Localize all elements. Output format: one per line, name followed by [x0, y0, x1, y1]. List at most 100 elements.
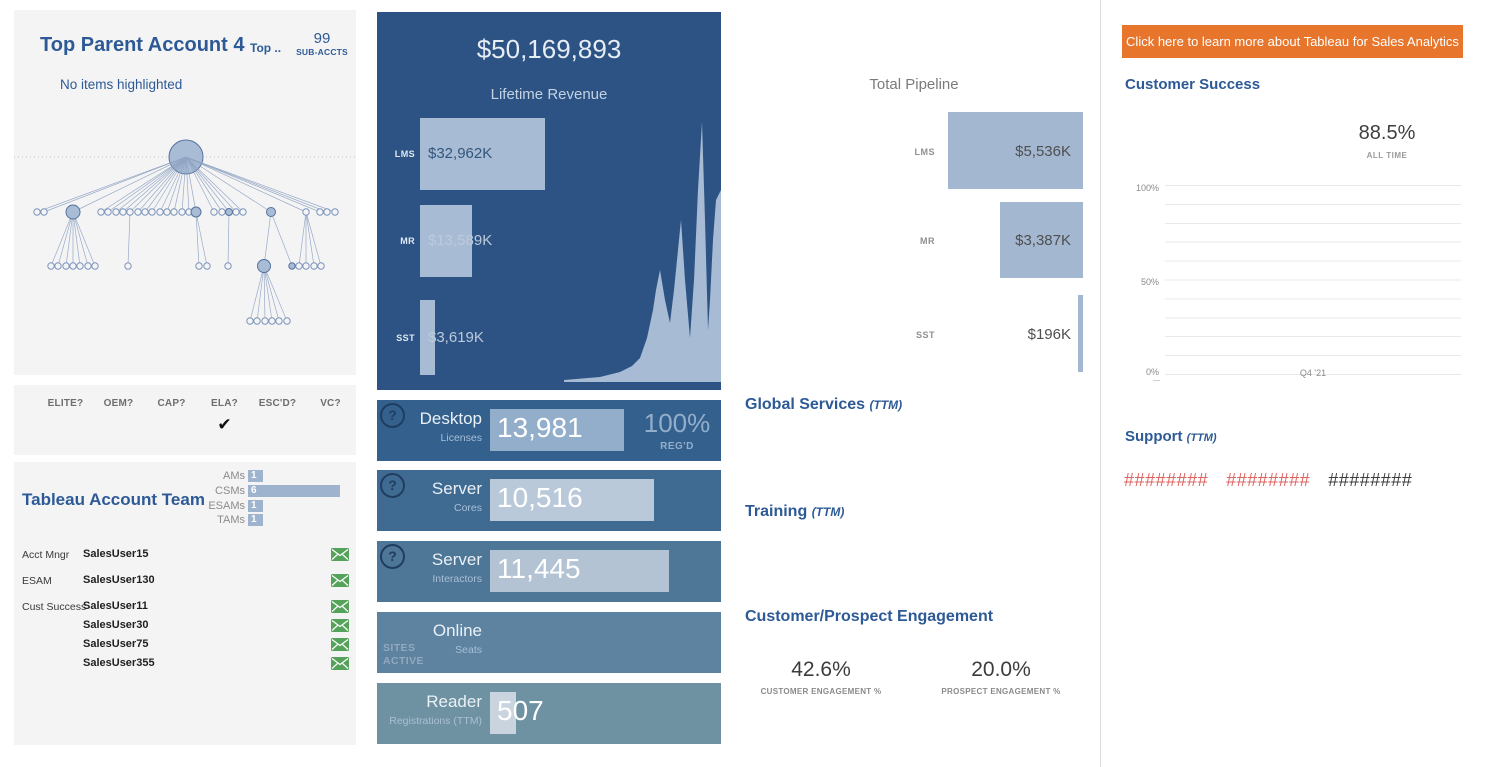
member-name: SalesUser355	[83, 657, 155, 669]
engagement-heading: Customer/Prospect Engagement	[745, 608, 994, 625]
role-count-label: TAMs	[217, 514, 245, 526]
sub-accounts-count: 99	[313, 30, 331, 47]
parent-sub-account-nodes[interactable]	[65, 204, 296, 273]
kpi-tile-online-seats[interactable]: Online Seats SITES ACTIVE	[377, 612, 721, 673]
pipeline-bar-label: SST	[915, 330, 935, 340]
email-icon[interactable]	[331, 657, 349, 670]
team-member-row: Cust Success SalesUser11	[14, 598, 356, 618]
member-name: SalesUser15	[83, 548, 149, 560]
kpi-value-bar[interactable]: 507	[490, 692, 544, 734]
kpi-tile-reader-registrations[interactable]: Reader Registrations (TTM) 507	[377, 683, 721, 744]
role-count-label: AMs	[223, 470, 245, 482]
customer-engagement-label: CUSTOMER ENGAGEMENT %	[760, 687, 882, 696]
revenue-bar-lms[interactable]	[420, 118, 545, 190]
support-overflow-value: ########	[1328, 470, 1413, 490]
kpi-tile-desktop-licenses[interactable]: ? Desktop Licenses 13,981 100% REG'D	[377, 400, 721, 461]
kpi-name: Server	[431, 479, 482, 498]
member-name: SalesUser30	[83, 619, 149, 631]
revenue-bar-label: MR	[400, 236, 415, 246]
help-icon[interactable]: ?	[380, 473, 405, 498]
pipeline-bar-row-mr: MR $3,387K	[745, 202, 1083, 278]
pipeline-bar-label: MR	[920, 236, 935, 246]
revenue-bar-label: SST	[396, 333, 415, 343]
role-count-row: AMs 1	[14, 470, 340, 483]
revenue-bar-row-sst: SST $3,619K	[377, 300, 721, 375]
customer-success-column: Click here to learn more about Tableau f…	[1122, 0, 1463, 767]
kpi-name: Reader	[426, 692, 482, 711]
help-icon[interactable]: ?	[380, 544, 405, 569]
kpi-sub-label: Interactors	[432, 573, 482, 585]
global-services-heading: Global Services (TTM)	[745, 396, 903, 413]
role-count-label: ESAMs	[208, 500, 245, 512]
member-role: Acct Mngr	[22, 549, 70, 561]
role-count-bar[interactable]: 1	[248, 500, 263, 512]
pipeline-bar-sst[interactable]	[1078, 295, 1083, 372]
customer-success-kpi: 88.5% ALL TIME	[1287, 122, 1487, 160]
kpi-value-bar[interactable]: 13,981	[490, 409, 624, 451]
network-edges	[36, 156, 336, 322]
customer-engagement-value: 42.6%	[791, 658, 851, 681]
role-count-label: CSMs	[215, 485, 245, 497]
kpi-value-bar[interactable]: 11,445	[490, 550, 669, 592]
role-count-bar[interactable]: 1	[248, 514, 263, 526]
sales-analytics-banner-link[interactable]: Click here to learn more about Tableau f…	[1122, 25, 1463, 58]
email-icon[interactable]	[331, 600, 349, 613]
pipeline-bar-value: $3,387K	[1015, 232, 1071, 249]
kpi-sub-label: Registrations (TTM)	[389, 715, 482, 727]
revenue-trend-area-chart[interactable]	[557, 110, 721, 382]
prospect-engagement-value: 20.0%	[971, 658, 1031, 681]
pipeline-column: Total Pipeline LMS $5,536K MR $3,387K SS…	[745, 0, 1101, 767]
kpi-registered-label: REG'D	[660, 441, 694, 452]
kpi-value: 13,981	[497, 412, 583, 443]
highlight-status: No items highlighted	[60, 77, 183, 92]
support-overflow-value: ########	[1226, 470, 1311, 490]
sub-accounts-label: SUB-ACCTS	[296, 47, 348, 57]
help-icon[interactable]: ?	[380, 403, 405, 428]
customer-success-line-chart[interactable]	[1165, 185, 1461, 375]
role-count-row: ESAMs 1	[14, 500, 340, 513]
flag-label-ela: ELA?	[211, 398, 238, 409]
pipeline-bar-mr[interactable]	[1000, 202, 1083, 278]
pipeline-bar-value: $196K	[1027, 326, 1071, 343]
account-network-diagram[interactable]	[14, 130, 356, 375]
pipeline-bar-label: LMS	[914, 147, 935, 157]
revenue-bar-label: LMS	[394, 149, 415, 159]
kpi-value: 507	[497, 695, 544, 726]
kpi-name: Online	[432, 621, 482, 640]
flag-label-oem: OEM?	[103, 398, 134, 409]
pipeline-bar-row-sst: SST $196K	[745, 295, 1083, 372]
axis-tick-mark	[1153, 380, 1160, 381]
kpi-tile-server-cores[interactable]: ? Server Cores 10,516	[377, 470, 721, 531]
training-heading: Training (TTM)	[745, 503, 845, 520]
kpi-value-bar[interactable]: 10,516	[490, 479, 654, 521]
email-icon[interactable]	[331, 574, 349, 587]
email-icon[interactable]	[331, 619, 349, 632]
role-count-bar[interactable]: 1	[248, 470, 263, 482]
x-axis-tick-q4-21: Q4 '21	[1299, 368, 1327, 378]
email-icon[interactable]	[331, 638, 349, 651]
member-role: ESAM	[22, 575, 52, 587]
team-member-row: SalesUser30	[14, 617, 356, 637]
top-sort-control[interactable]: Top ..	[250, 41, 282, 55]
revenue-bar-sst[interactable]	[420, 300, 435, 375]
email-icon[interactable]	[331, 548, 349, 561]
kpi-tile-server-interactors[interactable]: ? Server Interactors 11,445	[377, 541, 721, 602]
account-flags-panel: ELITE? OEM? CAP? ELA? ESC'D? VC? ✔	[14, 385, 356, 455]
role-count-row: TAMs 1	[14, 514, 340, 527]
sites-active-label: SITES ACTIVE	[383, 642, 424, 667]
flag-label-vc: VC?	[320, 398, 341, 409]
team-member-row: ESAM SalesUser130	[14, 572, 356, 592]
revenue-bar-row-lms: LMS $32,962K	[377, 118, 721, 190]
y-axis-tick-0: 0%	[1145, 367, 1159, 377]
lifetime-revenue-total: $50,169,893	[476, 34, 622, 64]
revenue-bar-value: $32,962K	[428, 145, 493, 162]
pipeline-bar-lms[interactable]	[948, 112, 1083, 189]
team-member-row: SalesUser355	[14, 655, 356, 675]
sub-account-nodes[interactable]	[33, 208, 339, 325]
role-count-bar[interactable]: 6	[248, 485, 340, 497]
y-axis-tick-100: 100%	[1135, 183, 1159, 193]
sub-accounts-kpi: 99 SUB-ACCTS	[291, 30, 353, 57]
ttm-suffix: (TTM)	[869, 398, 903, 412]
flag-header-row: ELITE? OEM? CAP? ELA? ESC'D? VC?	[39, 398, 357, 409]
revenue-bar-mr[interactable]	[420, 205, 472, 277]
